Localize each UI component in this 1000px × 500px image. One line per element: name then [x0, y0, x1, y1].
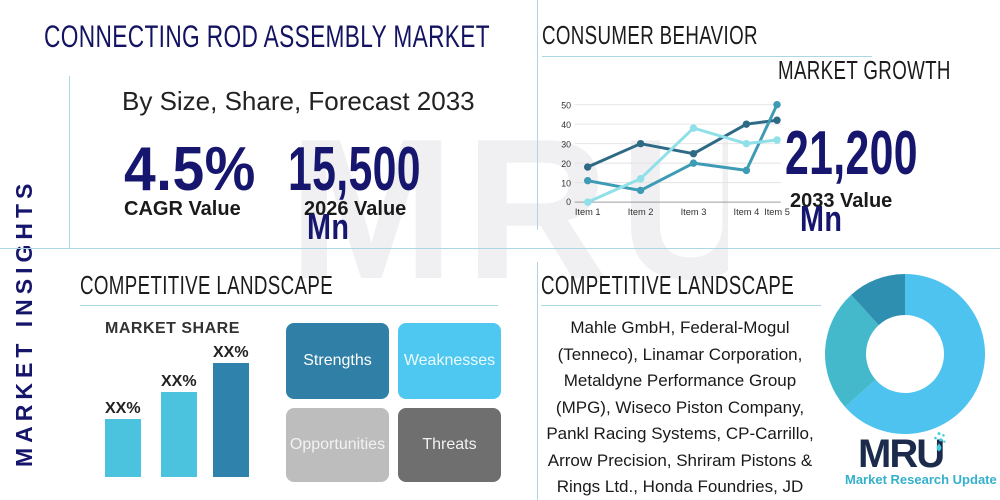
- svg-text:Item 5: Item 5: [764, 207, 790, 217]
- svg-text:10: 10: [561, 178, 571, 188]
- svg-text:40: 40: [561, 120, 571, 130]
- svg-text:Item 1: Item 1: [575, 207, 601, 217]
- svg-text:20: 20: [561, 159, 571, 169]
- svg-text:Item 2: Item 2: [628, 207, 654, 217]
- svg-text:0: 0: [566, 197, 571, 207]
- svg-text:Item 3: Item 3: [681, 207, 707, 217]
- svg-text:Item 4: Item 4: [734, 207, 760, 217]
- svg-text:50: 50: [561, 100, 571, 110]
- svg-text:30: 30: [561, 139, 571, 149]
